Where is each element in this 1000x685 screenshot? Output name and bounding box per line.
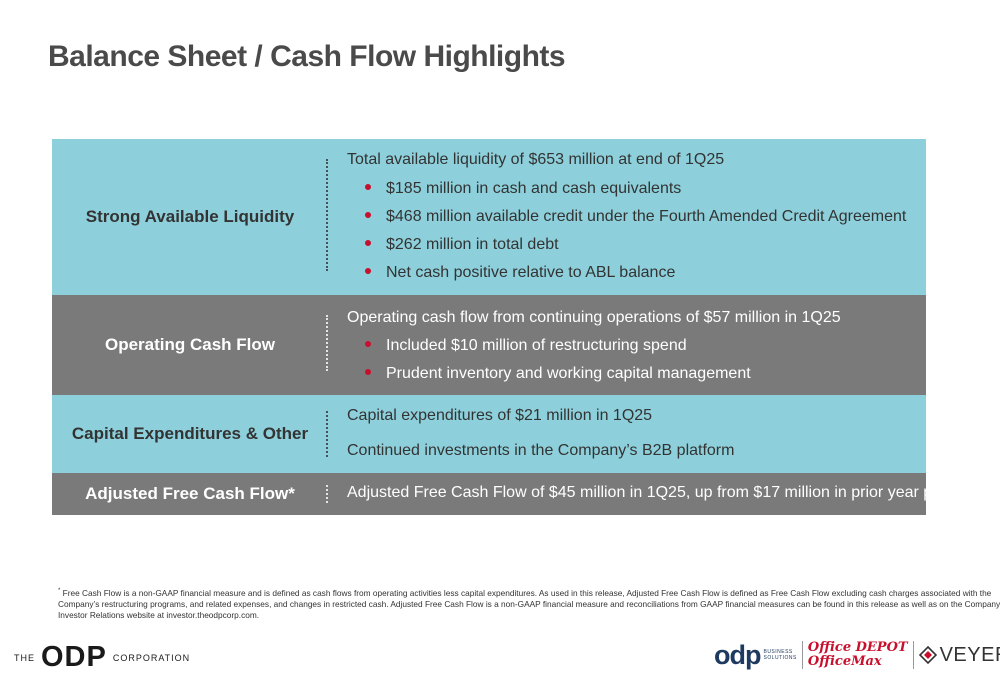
bullet-item: Net cash positive relative to ABL balanc… (365, 264, 675, 282)
row-line: Capital expenditures of $21 million in 1… (347, 407, 653, 424)
bullet-item: Prudent inventory and working capital ma… (365, 365, 751, 383)
row-label-liquidity: Strong Available Liquidity (85, 207, 295, 226)
row-liquidity: Strong Available Liquidity Total availab… (52, 139, 926, 295)
bullet-icon (365, 368, 371, 375)
bullet-item: $468 million available credit under the … (365, 208, 906, 226)
row-adjusted-fcf: Adjusted Free Cash Flow* Adjusted Free C… (52, 473, 968, 515)
odp-brand-logo: odp (714, 639, 761, 670)
bullet-text: Prudent inventory and working capital ma… (386, 365, 751, 382)
veyer-diamond-icon (918, 646, 937, 664)
bullet-item: $262 million in total debt (365, 236, 559, 254)
bullet-item: $185 million in cash and cash equivalent… (365, 180, 681, 198)
row-line: Continued investments in the Company’s B… (347, 442, 735, 459)
row-line: Total available liquidity of $653 millio… (347, 151, 725, 168)
bullet-icon (365, 211, 371, 218)
brand-logos: odp BUSINESS SOLUTIONS Office DEPOT Offic… (714, 639, 1000, 671)
logo-main: ODP (41, 641, 107, 673)
bullet-text: $468 million available credit under the … (386, 208, 907, 225)
row-divider (326, 411, 328, 457)
row-capex: Capital Expenditures & Other Capital exp… (52, 395, 926, 473)
bullet-icon (365, 239, 371, 246)
row-label-adjusted-fcf: Adjusted Free Cash Flow* (85, 484, 295, 503)
footnote-marker: * (58, 588, 61, 594)
office-depot-logo: Office DEPOT (807, 640, 908, 655)
bullet-icon (365, 340, 371, 347)
row-label-capex: Capital Expenditures & Other (71, 424, 309, 443)
row-label-operating-cash-flow: Operating Cash Flow (104, 335, 276, 354)
page-title: Balance Sheet / Cash Flow Highlights (48, 40, 566, 73)
brand-separator (801, 641, 803, 669)
bullet-text: Included $10 million of restructuring sp… (386, 337, 687, 354)
bullet-text: $185 million in cash and cash equivalent… (386, 180, 682, 197)
brand-separator (912, 641, 914, 669)
row-line: Operating cash flow from continuing oper… (347, 309, 841, 326)
logo-prefix: THE (14, 652, 35, 663)
bullet-item: Included $10 million of restructuring sp… (365, 337, 687, 355)
row-divider (326, 159, 328, 271)
odp-corporation-logo: THE ODP CORPORATION (14, 641, 190, 674)
footnote-line: Company’s restructuring programs, and re… (58, 598, 1000, 609)
office-depot-officemax-logo: Office DEPOT OfficeMax (808, 641, 908, 669)
row-line: Adjusted Free Cash Flow of $45 million i… (347, 484, 968, 501)
bullet-icon (365, 183, 371, 190)
row-divider (326, 315, 328, 371)
veyer-wordmark: VEYER (939, 643, 1000, 666)
row-operating-cash-flow: Operating Cash Flow Operating cash flow … (52, 295, 926, 395)
bullet-icon (365, 267, 371, 274)
officemax-logo: OfficeMax (807, 654, 882, 669)
row-divider (326, 485, 328, 503)
bullet-text: Net cash positive relative to ABL balanc… (386, 264, 676, 281)
logo-suffix: CORPORATION (112, 652, 191, 663)
footnote: * Free Cash Flow is a non-GAAP financial… (58, 586, 1000, 621)
bullet-text: $262 million in total debt (386, 236, 559, 253)
odp-brand-sub: BUSINESS SOLUTIONS (763, 649, 797, 661)
veyer-logo: VEYER (918, 643, 1000, 667)
footnote-line: Investor Relations website at investor.t… (58, 609, 260, 620)
highlights-table: Strong Available Liquidity Total availab… (52, 139, 968, 515)
footnote-line: Free Cash Flow is a non-GAAP financial m… (62, 587, 992, 598)
